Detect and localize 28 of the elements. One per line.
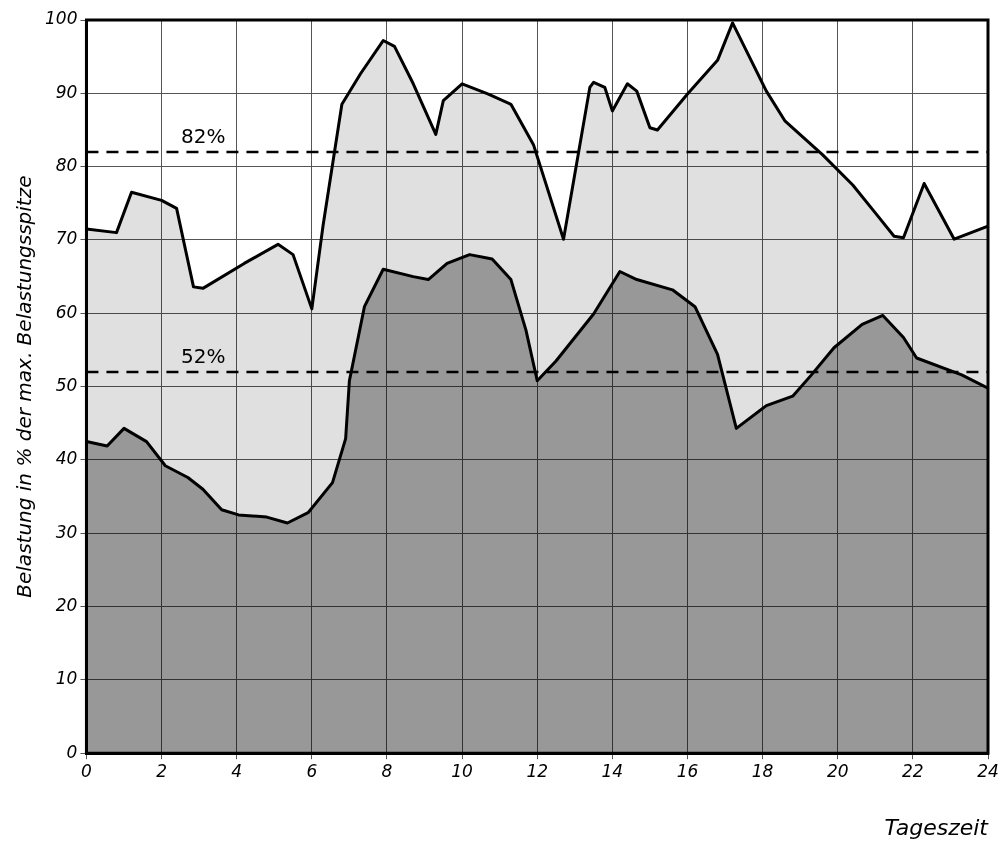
x-tick-label: 18	[751, 760, 774, 781]
ref-line-label: 82%	[181, 124, 226, 149]
x-tick-label: 16	[676, 760, 699, 781]
x-tick-label: 0	[81, 760, 92, 781]
y-tick-label: 40	[55, 448, 78, 469]
y-tick-label: 10	[55, 668, 78, 689]
y-tick-label: 30	[55, 521, 78, 542]
x-tick-label: 22	[902, 760, 924, 781]
y-tick-label: 100	[44, 8, 78, 29]
y-tick-label: 80	[55, 155, 78, 176]
y-tick-label: 0	[66, 741, 78, 762]
x-tick-label: 24	[977, 760, 999, 781]
ref-line-label: 52%	[181, 344, 226, 369]
y-axis-title: Belastung in % der max. Belastungsspitze	[12, 175, 37, 598]
x-tick-label: 4	[231, 760, 243, 781]
x-tick-label: 14	[601, 760, 624, 781]
x-tick-label: 6	[306, 760, 318, 781]
x-tick-label: 10	[451, 760, 473, 781]
x-axis-title: Tageszeit	[884, 814, 990, 840]
y-tick-label: 50	[55, 375, 78, 396]
y-tick-label: 20	[55, 594, 78, 615]
y-tick-label: 60	[55, 301, 78, 322]
x-tick-label: 12	[526, 760, 549, 781]
y-tick-label: 90	[55, 81, 78, 102]
x-tick-label: 2	[156, 760, 167, 781]
x-tick-label: 8	[381, 760, 393, 781]
x-tick-label: 20	[826, 760, 849, 781]
y-tick-label: 70	[55, 228, 78, 249]
